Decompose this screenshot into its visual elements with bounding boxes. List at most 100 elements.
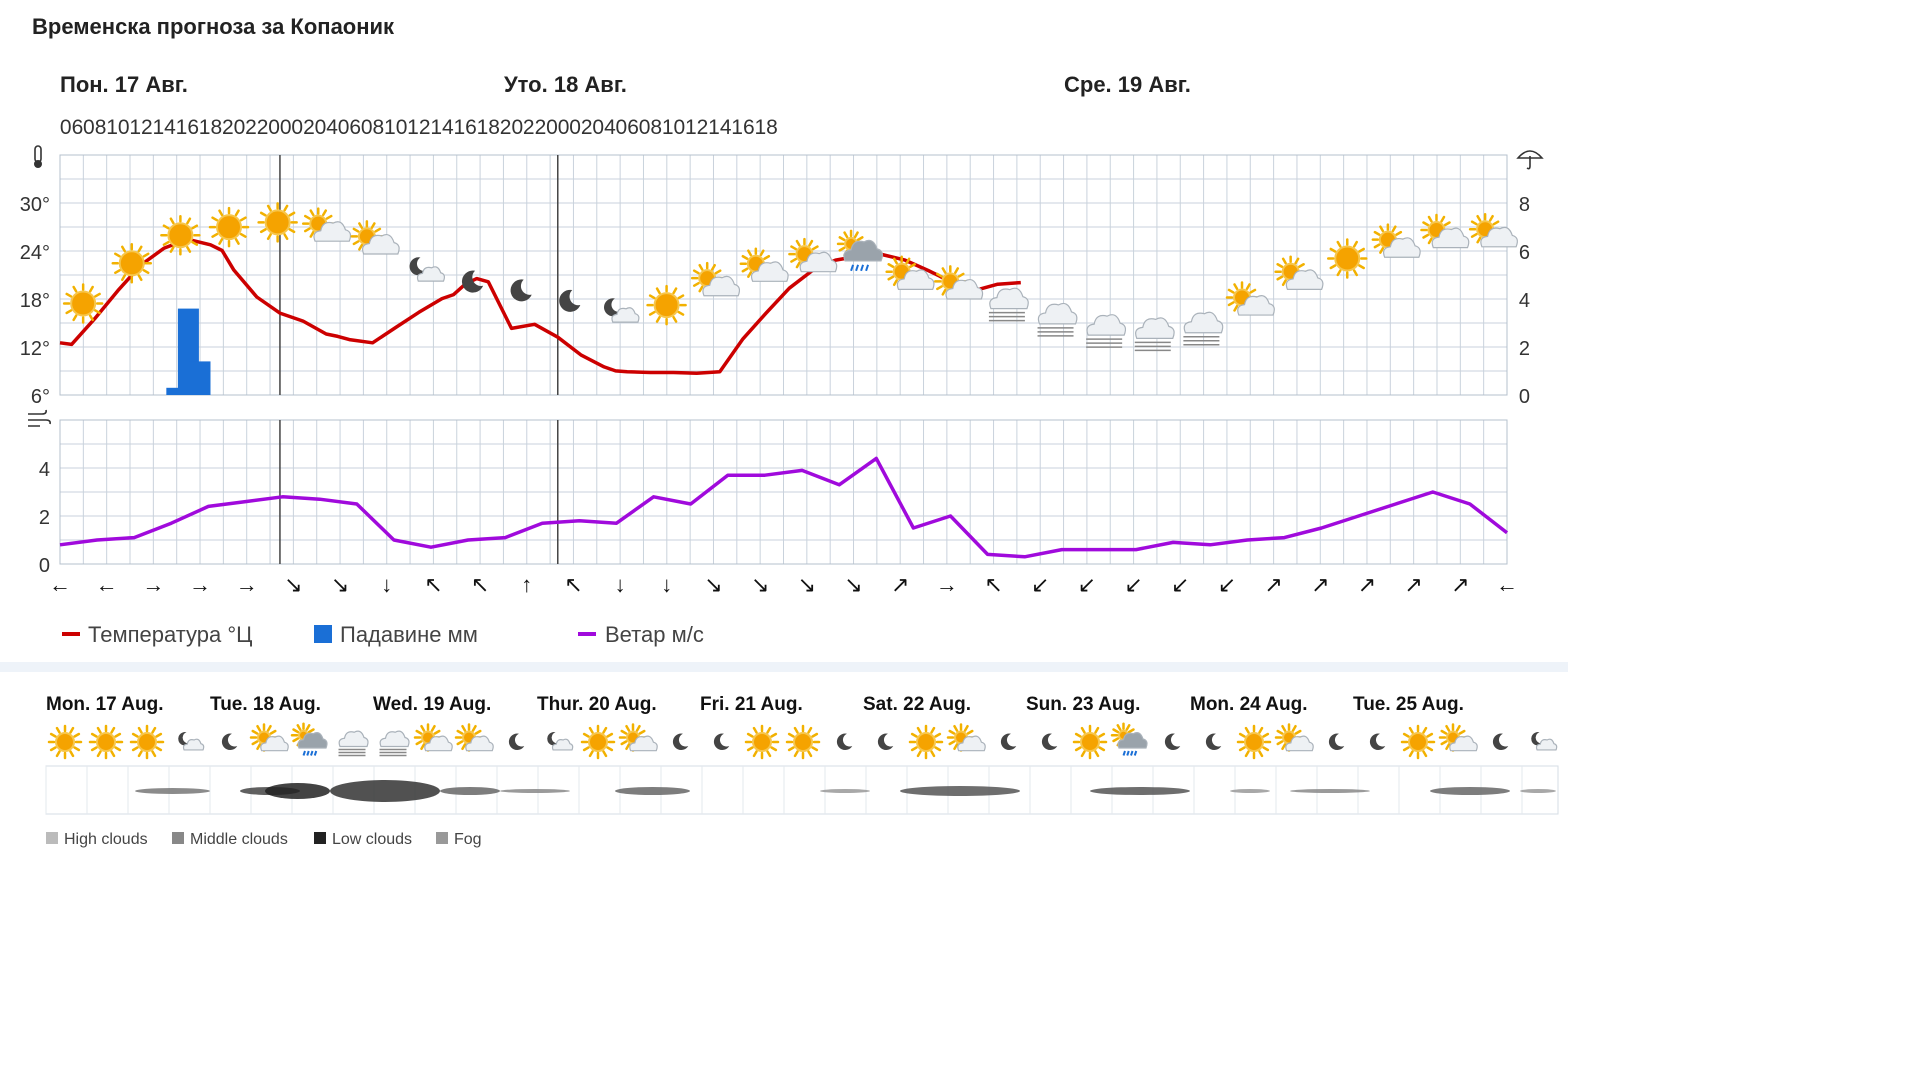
hour-label: 04 [315, 116, 339, 139]
wind-axis-label: 4 [39, 459, 50, 481]
weather-symbol-icon [559, 289, 581, 312]
hour-label: 14 [430, 116, 454, 139]
hour-label: 08 [361, 116, 384, 139]
weather-symbol-icon [257, 202, 298, 243]
weather-symbol-icon [788, 237, 838, 273]
weather-symbol-icon [62, 283, 104, 324]
weather-symbol-icon [1037, 302, 1078, 337]
day-header: Сре. 19 Авг. [1064, 72, 1191, 97]
extended-symbol-icon [1000, 733, 1017, 751]
precipitation-axis-label: 0 [1519, 386, 1530, 408]
hour-label: 06 [60, 116, 83, 139]
extended-symbol-icon [785, 724, 821, 760]
hour-label: 14 [708, 116, 732, 139]
temperature-axis-label: 18° [20, 290, 50, 312]
wind-direction-arrow: → [189, 572, 211, 597]
hour-label: 10 [662, 116, 685, 139]
cloud-strip [45, 765, 1559, 815]
cloud-cover-band [1520, 789, 1556, 793]
extended-symbol-icon [672, 733, 689, 751]
wind-direction-arrow: → [236, 572, 258, 597]
extended-day-label: Thur. 20 Aug. [537, 694, 657, 715]
cloud-cover-band [265, 783, 330, 799]
temperature-axis-label: 30° [20, 194, 50, 216]
cloud-legend-label: High clouds [64, 831, 148, 848]
wind-direction-arrow: ↙ [1218, 572, 1236, 597]
day-header: Пон. 17 Авг. [60, 72, 188, 97]
cloud-legend: High clouds Middle clouds Low clouds Fog [46, 831, 482, 848]
weather-symbol-icon [160, 214, 201, 256]
hour-label: 12 [407, 116, 430, 139]
hour-label: 02 [291, 116, 314, 139]
chart-grid [59, 154, 1508, 565]
extended-symbol-icon [129, 724, 165, 760]
extended-symbol-icon [88, 724, 124, 760]
cloud-legend-label: Middle clouds [190, 831, 288, 848]
weather-symbol-icon [1274, 255, 1324, 290]
legend-precipitation-swatch [314, 625, 332, 643]
weather-symbol-icon [461, 270, 484, 293]
extended-day-label: Mon. 24 Aug. [1190, 694, 1308, 715]
extended-symbol-icon [946, 723, 986, 752]
wind-direction-arrow: ↘ [798, 572, 816, 597]
weather-symbol-icon [510, 279, 532, 302]
extended-symbol-icon [508, 733, 525, 751]
weather-symbol-icon [409, 257, 446, 282]
wind-direction-arrow: ↖ [424, 572, 442, 597]
weather-symbol-icon [1371, 223, 1421, 258]
wind-direction-arrow: ↖ [984, 572, 1002, 597]
extended-day-label: Fri. 21 Aug. [700, 694, 803, 715]
hour-label: 22 [245, 116, 268, 139]
hour-label: 18 [199, 116, 222, 139]
extended-day-label: Tue. 18 Aug. [210, 694, 321, 715]
cloud-cover-band [440, 787, 500, 795]
extended-day-label: Sat. 22 Aug. [863, 694, 971, 715]
extended-symbol-icon [618, 723, 658, 752]
cloud-cover-band [1430, 787, 1510, 795]
wind-direction-arrow: → [142, 572, 164, 597]
thermometer-icon [34, 145, 42, 168]
extended-symbol-icon [1274, 723, 1314, 752]
cloud-cover-band [615, 787, 690, 795]
wind-direction-arrow: ← [96, 572, 118, 597]
extended-symbol-icon [221, 733, 238, 751]
extended-day-label: Tue. 25 Aug. [1353, 694, 1464, 715]
hour-label: 06 [338, 116, 361, 139]
hour-label: 00 [268, 116, 291, 139]
wind-direction-arrow: ↖ [564, 572, 582, 597]
extended-symbol-icon [290, 722, 328, 756]
weather-symbol-icon [1183, 311, 1224, 346]
extended-symbol-icon [1110, 722, 1148, 756]
cloud-legend-label: Low clouds [332, 831, 412, 848]
precipitation-axis-label: 6 [1519, 242, 1530, 264]
wind-direction-arrow: ↗ [891, 572, 909, 597]
temperature-panel-frame [59, 154, 1508, 396]
extended-symbol-icon [1369, 733, 1386, 751]
wind-direction-arrow: ← [1496, 572, 1518, 597]
weather-symbol-icon [690, 261, 741, 297]
hour-label: 10 [384, 116, 407, 139]
wind-direction-arrow: ↓ [381, 572, 392, 597]
precipitation-axis-label: 2 [1519, 338, 1530, 360]
hour-label: 12 [129, 116, 152, 139]
precipitation-bars [166, 308, 211, 395]
forecast-chart: Пон. 17 Авг. Уто. 18 Авг. Сре. 19 Авг.06 08… [0, 72, 1568, 848]
extended-symbol-icon [1164, 733, 1181, 751]
cloud-legend-label: Fog [454, 831, 482, 848]
extended-symbol-icon [1531, 732, 1558, 751]
legend-precipitation-label: Падавине мм [340, 622, 478, 647]
weather-symbol-icon [739, 247, 789, 282]
temperature-axis-label: 12° [20, 338, 50, 360]
weather-symbol-icon [1134, 317, 1175, 352]
weather-symbol-icon [1468, 212, 1518, 248]
wind-direction-arrow: ↗ [1451, 572, 1469, 597]
wind-direction-arrow: ↙ [1171, 572, 1189, 597]
umbrella-icon [1516, 150, 1544, 170]
hour-label: 00 [546, 116, 569, 139]
precipitation-bar [166, 387, 188, 395]
temperature-axis-label: 24° [20, 242, 50, 264]
wind-direction-arrow: ↖ [471, 572, 489, 597]
weather-symbol-icon [934, 265, 984, 300]
hour-label: 20 [222, 116, 245, 139]
weather-symbol-icon [988, 287, 1029, 322]
